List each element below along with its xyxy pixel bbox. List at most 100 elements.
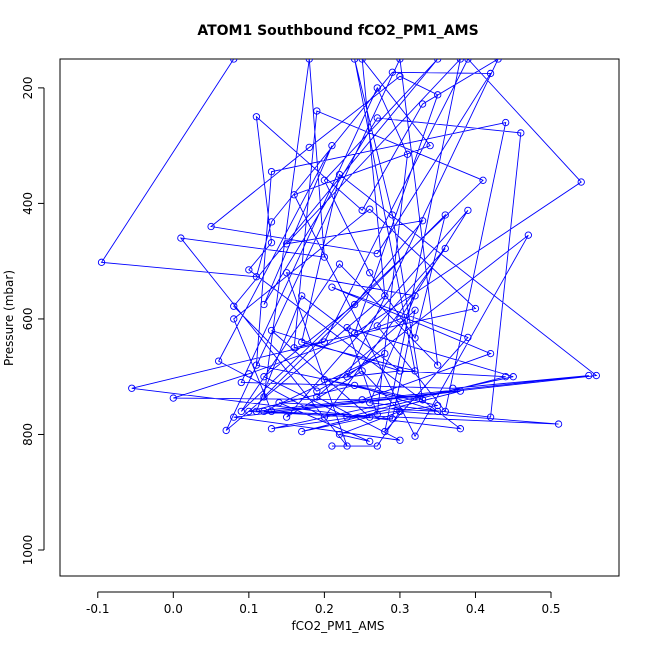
y-tick-label: 1000 — [21, 535, 35, 566]
data-point — [373, 322, 381, 330]
data-point — [396, 367, 404, 375]
data-point — [403, 150, 412, 158]
data-point — [350, 300, 359, 309]
data-point — [335, 430, 344, 439]
data-point — [396, 315, 404, 323]
data-point — [350, 381, 359, 390]
data-point — [260, 393, 268, 401]
data-point — [320, 413, 329, 421]
series-group — [97, 59, 600, 450]
data-point — [456, 387, 465, 395]
data-point — [434, 59, 442, 63]
data-point — [592, 371, 600, 380]
data-point — [252, 407, 261, 416]
y-tick-label: 600 — [21, 307, 35, 330]
data-point — [358, 59, 366, 63]
data-point — [366, 437, 374, 446]
data-point — [502, 118, 510, 127]
data-point — [509, 373, 517, 381]
data-point — [441, 407, 449, 416]
data-point — [343, 413, 351, 421]
series-line — [100, 59, 598, 447]
data-point — [517, 129, 525, 137]
data-point — [275, 399, 283, 407]
data-point — [328, 283, 336, 291]
data-point — [434, 401, 442, 410]
data-point — [305, 59, 313, 63]
data-point — [524, 231, 533, 239]
data-point — [366, 399, 374, 407]
data-point — [381, 349, 389, 358]
data-point — [267, 218, 276, 226]
data-point — [313, 393, 321, 401]
data-point — [230, 413, 238, 421]
data-point — [366, 269, 374, 277]
x-tick-label: 0.1 — [239, 602, 258, 616]
data-point — [449, 384, 457, 392]
data-point — [313, 107, 321, 115]
data-point — [252, 273, 261, 281]
data-point — [343, 373, 351, 381]
data-point — [411, 306, 419, 314]
x-tick-label: 0.3 — [390, 602, 409, 616]
plot-area — [97, 59, 600, 450]
data-point — [396, 407, 404, 416]
data-point — [577, 178, 585, 186]
data-point — [456, 59, 465, 63]
data-point — [245, 266, 253, 274]
data-point — [313, 387, 321, 395]
data-point — [290, 191, 298, 199]
data-point — [411, 367, 419, 375]
data-point — [320, 375, 329, 384]
data-point — [177, 234, 185, 242]
data-point — [418, 396, 427, 404]
data-point — [358, 206, 366, 214]
data-point — [388, 68, 397, 76]
data-point — [396, 59, 404, 63]
data-point — [411, 292, 419, 300]
data-point — [373, 442, 381, 450]
data-point — [252, 361, 261, 369]
data-point — [396, 436, 404, 444]
data-point — [441, 244, 449, 253]
data-point — [335, 260, 344, 268]
data-point — [358, 367, 366, 375]
data-point — [335, 170, 344, 179]
data-point — [245, 407, 253, 416]
y-axis-label: Pressure (mbar) — [2, 270, 16, 366]
data-point — [290, 344, 298, 352]
data-point — [328, 141, 336, 150]
data-point — [252, 113, 261, 121]
data-point — [267, 425, 276, 433]
data-point — [267, 407, 276, 416]
plot-frame — [59, 58, 620, 577]
data-point — [486, 349, 495, 358]
x-tick-label: 0.2 — [315, 602, 334, 616]
data-point — [298, 338, 306, 346]
data-point — [230, 302, 238, 310]
data-point — [320, 253, 329, 261]
data-point — [418, 100, 427, 108]
data-point — [282, 269, 291, 277]
data-point — [366, 413, 374, 421]
data-point — [128, 384, 136, 392]
data-point — [207, 222, 215, 231]
data-point — [456, 425, 465, 433]
data-point — [554, 420, 563, 428]
data-point — [494, 59, 502, 63]
data-point — [471, 304, 480, 313]
data-point — [411, 432, 419, 440]
data-point — [97, 258, 106, 266]
data-point — [169, 394, 177, 402]
data-point — [486, 413, 495, 421]
x-tick-label: 0.0 — [164, 602, 183, 616]
data-point — [320, 176, 329, 184]
data-point — [267, 326, 276, 335]
data-point — [282, 240, 291, 248]
data-point — [245, 370, 253, 378]
data-point — [350, 329, 359, 338]
data-point — [373, 84, 381, 92]
data-point — [237, 407, 245, 416]
data-point — [388, 211, 397, 219]
x-axis: -0.1 0.0 0.1 0.2 0.3 0.4 0.5 — [86, 591, 561, 616]
